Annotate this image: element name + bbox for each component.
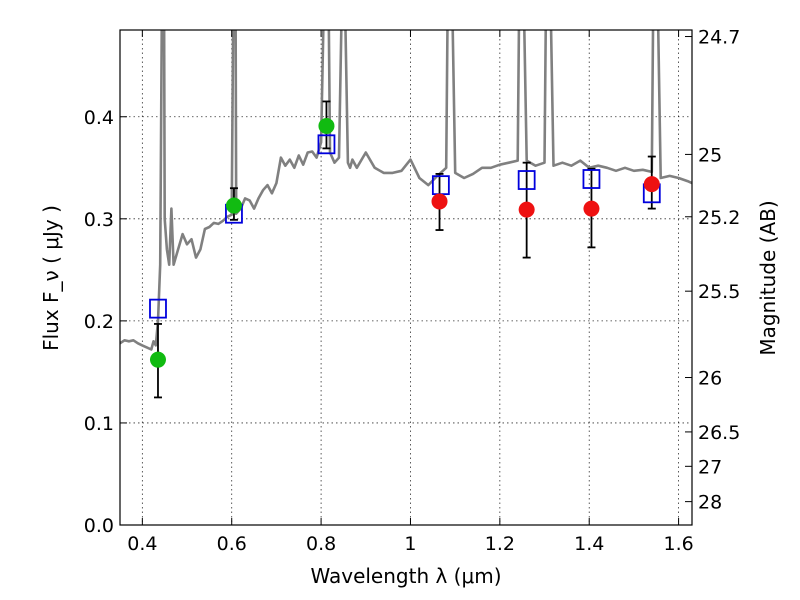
right-tick-label: 26.5	[698, 422, 740, 444]
x-tick-label: 1	[404, 533, 416, 555]
grid-layer	[120, 30, 692, 526]
model-photometry-square	[317, 134, 336, 155]
right-tick-label: 25	[698, 144, 722, 166]
model-photometry-square	[582, 169, 601, 189]
plot-area	[120, 30, 692, 399]
x-tick-label: 1.6	[663, 533, 693, 555]
green-data-point	[225, 197, 242, 214]
y-axis-right-label: Magnitude (AB)	[756, 200, 780, 355]
right-tick-label: 25.5	[698, 281, 740, 303]
right-tick-label: 26	[698, 368, 722, 390]
right-tick-label: 25.2	[698, 207, 740, 229]
red-data-point	[518, 201, 535, 218]
model-photometry-square	[517, 170, 536, 190]
plot-frame	[119, 29, 693, 526]
right-tick-label: 28	[698, 492, 722, 514]
y-tick-label: 0.1	[84, 413, 114, 435]
green-data-point	[149, 351, 166, 368]
x-tick-label: 0.8	[306, 533, 336, 555]
y-tick-label: 0.3	[84, 209, 114, 231]
y-tick-label: 0.0	[84, 515, 114, 537]
axes-layer: 0.4 0.6 0.8 1 1.2 1.4 1.6 0.0 0.1 0.2 0.3 0.4 24.7 25…	[84, 27, 741, 555]
x-axis-label: Wavelength λ (μm)	[310, 564, 501, 588]
y-tick-label: 0.2	[84, 311, 114, 333]
red-data-point	[643, 176, 660, 193]
x-tick-label: 1.4	[574, 533, 604, 555]
y-axis-label: Flux F_ν ( μJy )	[39, 205, 63, 351]
model-spectrum-line	[120, 30, 692, 351]
right-tick-label: 27	[698, 456, 722, 478]
red-data-point	[431, 193, 448, 210]
model-photometry-square	[149, 298, 167, 319]
red-data-point	[583, 200, 600, 217]
y-tick-label: 0.4	[84, 107, 114, 129]
right-tick-label: 24.7	[698, 27, 740, 49]
x-tick-label: 0.6	[217, 533, 247, 555]
x-tick-label: 1.2	[485, 533, 515, 555]
green-data-point	[318, 117, 335, 134]
x-tick-label: 0.4	[127, 533, 157, 555]
